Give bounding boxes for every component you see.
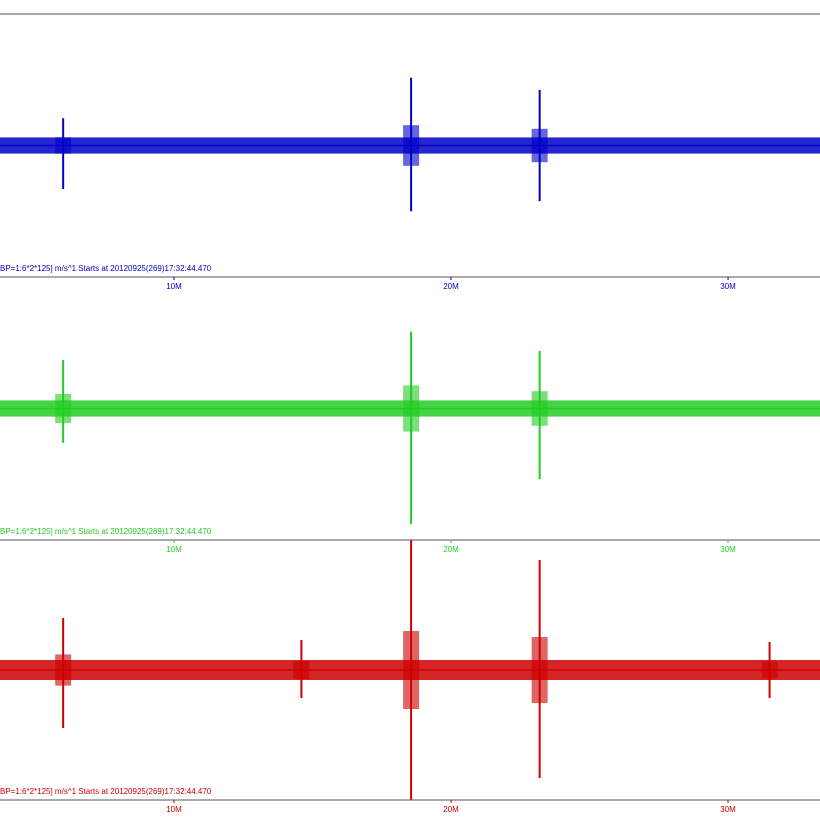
x-tick-label: 10M (166, 545, 182, 554)
x-tick-label: 30M (720, 282, 736, 291)
spike-burst (55, 654, 72, 686)
x-tick-label: 10M (166, 282, 182, 291)
x-tick-label: 20M (443, 545, 459, 554)
spike-burst (403, 385, 420, 432)
x-tick-label: 20M (443, 805, 459, 814)
spike-burst (293, 661, 310, 679)
trace-caption: BP=1:6*2*125] m/s^1 Starts at 20120925(2… (0, 264, 212, 273)
spike-burst (531, 128, 548, 163)
x-tick-label: 30M (720, 805, 736, 814)
x-tick-label: 20M (443, 282, 459, 291)
spike-burst (531, 391, 548, 426)
trace-panel (0, 77, 820, 212)
x-tick-label: 30M (720, 545, 736, 554)
spike-burst (761, 661, 778, 679)
spike-burst (55, 137, 72, 154)
spike-burst (531, 637, 548, 703)
x-tick-label: 10M (166, 805, 182, 814)
trace-caption: BP=1:6*2*125] m/s^1 Starts at 20120925(2… (0, 787, 212, 796)
trace-panel (0, 540, 820, 800)
trace-caption: BP=1:6*2*125] m/s^1 Starts at 20120925(2… (0, 527, 212, 536)
spike-burst (55, 393, 72, 424)
trace-panel (0, 331, 820, 524)
spike-burst (403, 125, 420, 166)
spike-burst (403, 631, 420, 709)
